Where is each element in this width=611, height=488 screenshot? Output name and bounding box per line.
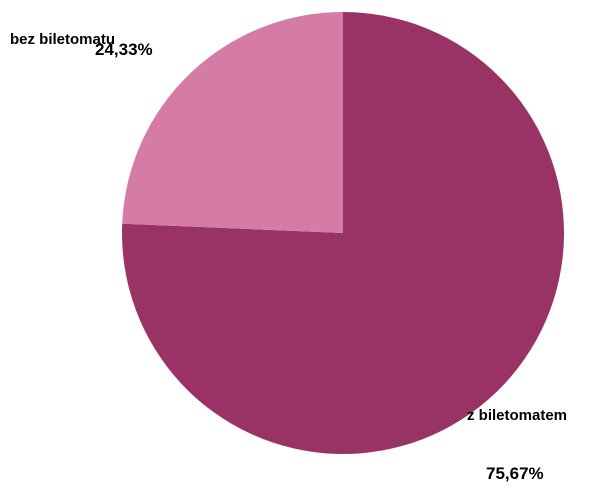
pie-slice-bez-biletomatu [122, 12, 343, 233]
pie-slices [122, 12, 565, 454]
slice-value-label: 24,33% [95, 40, 153, 59]
slice-name-label: z biletomatem [467, 407, 567, 424]
pie-slice-z-biletomatem [122, 12, 565, 454]
pie-labels: z biletomatem 75,67% bez biletomatu 24,3… [10, 31, 567, 483]
slice-name-label: bez biletomatu [10, 31, 115, 48]
slice-value-label: 75,67% [486, 464, 544, 483]
